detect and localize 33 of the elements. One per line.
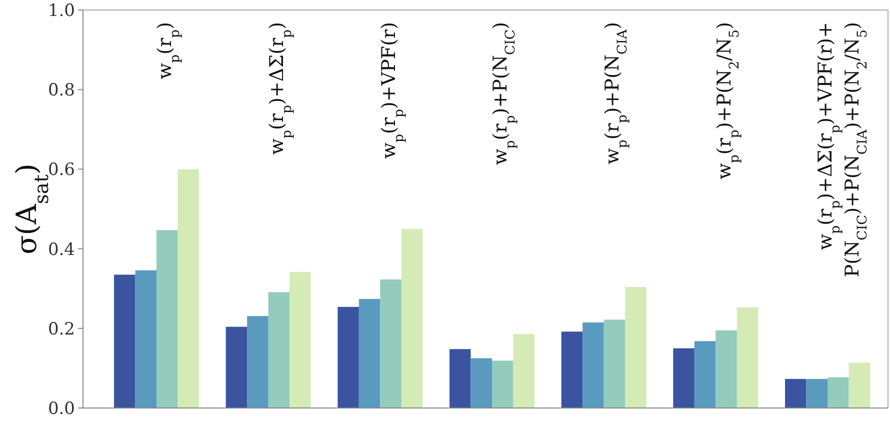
- bar: [513, 334, 534, 408]
- y-tick-label: 0.6: [48, 160, 75, 180]
- bar: [848, 362, 870, 408]
- bar: [156, 230, 178, 408]
- bar: [290, 272, 311, 408]
- bar: [785, 378, 806, 408]
- bar: [401, 228, 423, 408]
- bar: [268, 292, 290, 408]
- bar: [135, 270, 156, 408]
- bar: [673, 348, 694, 408]
- y-tick-label: 1.0: [48, 0, 75, 21]
- bar: [828, 377, 849, 408]
- bar: [716, 330, 737, 408]
- bar: [604, 320, 626, 408]
- bar: [806, 378, 828, 408]
- bar: [736, 307, 758, 408]
- bar: [247, 316, 268, 408]
- bar: [114, 274, 136, 408]
- bar: [470, 358, 492, 408]
- bar: [338, 306, 359, 408]
- y-tick-label: 0.2: [48, 319, 75, 340]
- bar: [226, 326, 248, 408]
- bar: [561, 332, 583, 408]
- bar: [178, 169, 199, 408]
- bar: [694, 341, 716, 408]
- bar: [358, 298, 380, 408]
- bar: [582, 322, 604, 408]
- bar: [625, 287, 646, 408]
- y-tick-label: 0.8: [48, 80, 75, 101]
- y-tick-label: 0.0: [48, 398, 75, 419]
- bar: [450, 349, 471, 408]
- bar: [380, 279, 402, 408]
- bar: [492, 360, 514, 408]
